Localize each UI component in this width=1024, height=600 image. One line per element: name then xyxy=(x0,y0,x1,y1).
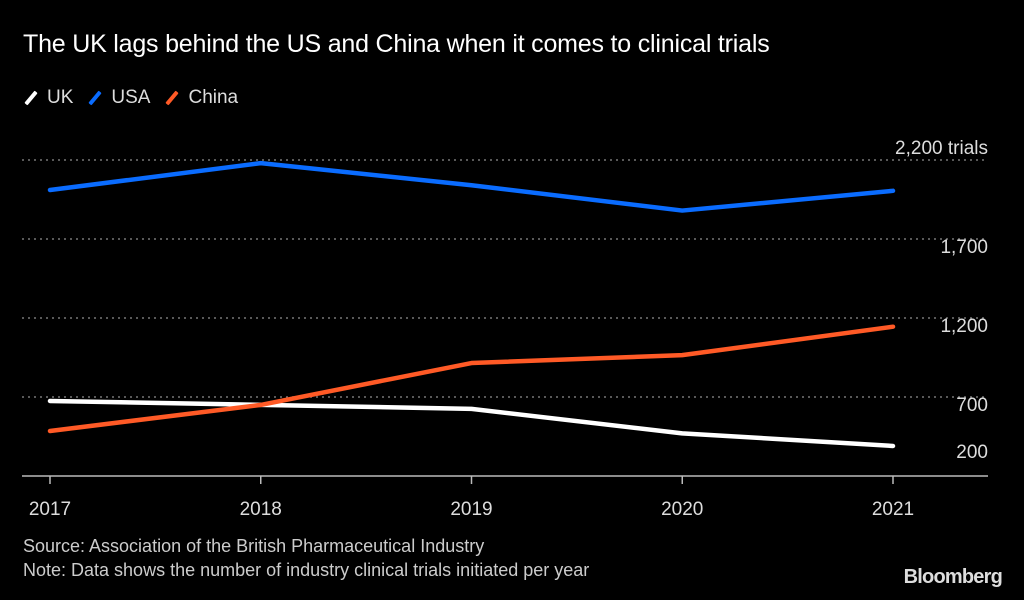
series-line-uk xyxy=(47,398,896,449)
y-tick-label: 1,700 xyxy=(940,237,988,258)
series-line-china xyxy=(47,324,896,434)
y-tick-label: 1,200 xyxy=(940,316,988,337)
source-note: Source: Association of the British Pharm… xyxy=(23,536,485,556)
chart-title: The UK lags behind the US and China when… xyxy=(23,30,770,58)
y-tick-label: 2,200 trials xyxy=(895,138,988,159)
data-note: Note: Data shows the number of industry … xyxy=(23,560,590,580)
y-tick-label: 200 xyxy=(956,442,988,463)
x-tick-label: 2021 xyxy=(872,499,914,520)
x-tick-label: 2020 xyxy=(661,499,703,520)
legend-item-usa: USA xyxy=(87,87,150,109)
bloomberg-logo: Bloomberg xyxy=(903,566,1003,588)
x-tick-label: 2017 xyxy=(29,499,71,520)
y-tick-label: 700 xyxy=(956,395,988,416)
legend-label-uk: UK xyxy=(47,87,74,108)
x-tick-label: 2019 xyxy=(450,499,492,520)
legend-item-uk: UK xyxy=(23,87,73,109)
legend-item-china: China xyxy=(164,87,238,109)
series-line-usa xyxy=(47,160,896,213)
legend: UK USA China xyxy=(23,87,252,109)
x-tick-label: 2018 xyxy=(240,499,282,520)
legend-label-usa: USA xyxy=(111,87,151,108)
legend-label-china: China xyxy=(188,87,239,108)
